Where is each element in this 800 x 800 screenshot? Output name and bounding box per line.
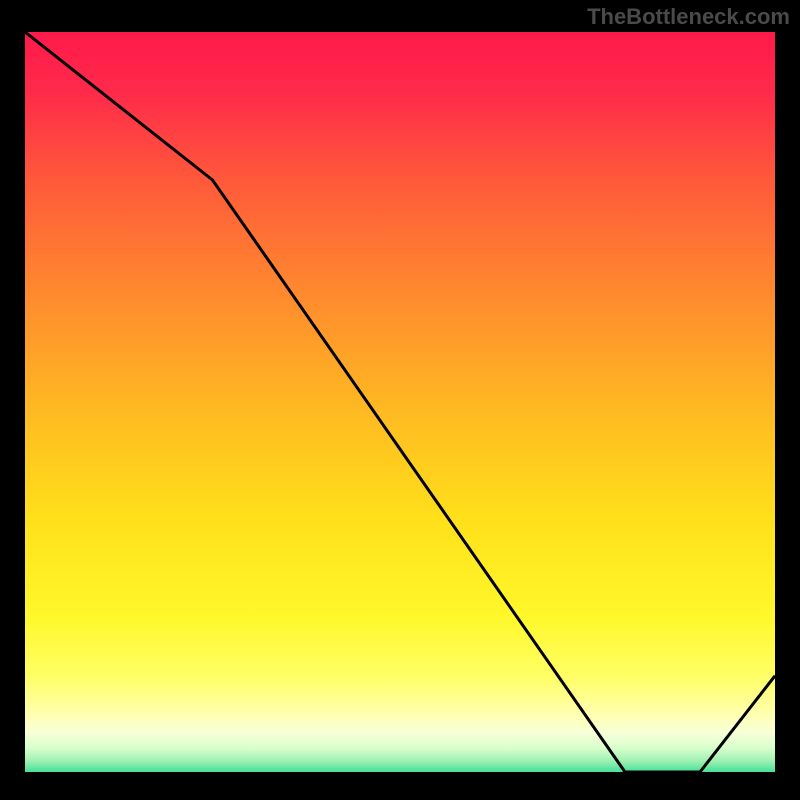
chart-line <box>25 32 775 772</box>
watermark-text: TheBottleneck.com <box>587 4 790 30</box>
chart-plot-area <box>25 32 775 772</box>
